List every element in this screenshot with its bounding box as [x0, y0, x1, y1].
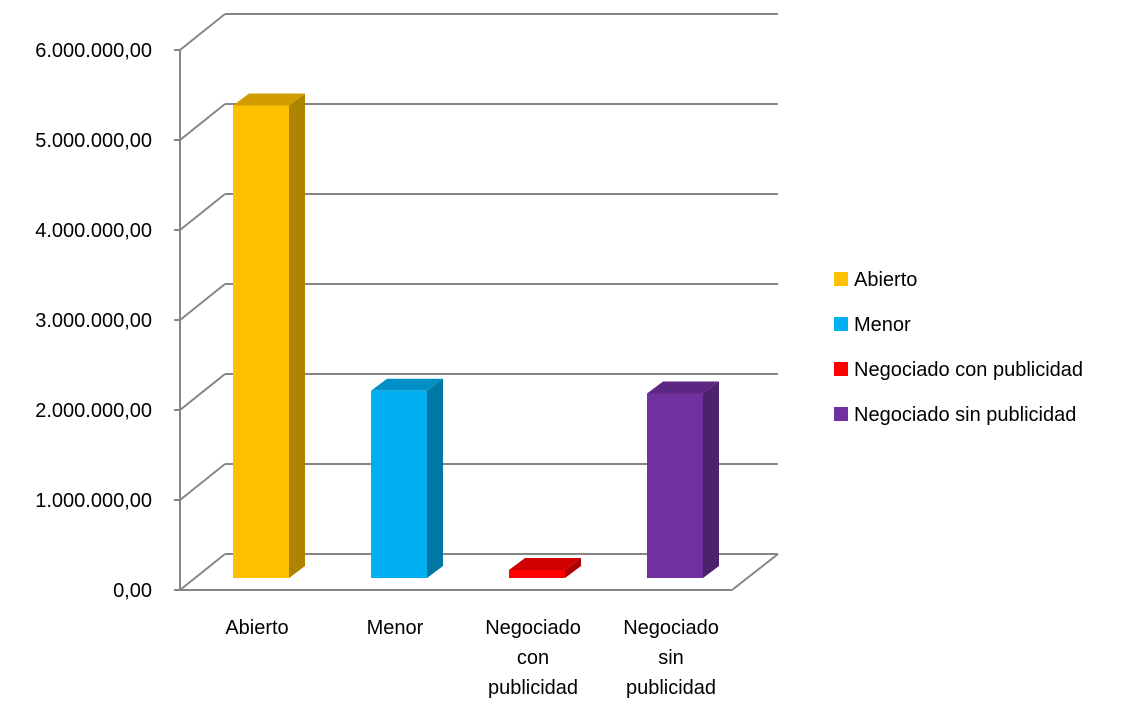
bar [371, 390, 427, 578]
bar-side-face [289, 93, 305, 578]
floor-right-edge [731, 553, 779, 591]
bar-top-face [371, 378, 443, 391]
bar [647, 393, 703, 578]
y-tick-label: 6.000.000,00 [35, 40, 152, 62]
y-tick-label: 2.000.000,00 [35, 400, 152, 422]
x-category-label: Negociado con publicidad [485, 617, 581, 699]
gridline-diagonal [179, 193, 226, 231]
gridline-diagonal [179, 463, 226, 501]
chart-legend: Abierto Menor Negociado con publicidad Nego… [834, 269, 1083, 426]
y-tick-label: 1.000.000,00 [35, 490, 152, 512]
legend-label: Negociado sin publicidad [854, 404, 1076, 426]
x-category-label-line: sin [658, 647, 684, 669]
gridline-diagonal [179, 553, 226, 591]
x-category-label-line: publicidad [626, 677, 716, 699]
x-category-label-line: Negociado [485, 617, 581, 639]
y-tick-label: 0,00 [113, 580, 152, 602]
legend-swatch [834, 272, 848, 286]
chart-bars [233, 93, 719, 578]
x-category-label-line: con [517, 647, 549, 669]
x-category-label-line: Menor [367, 617, 424, 639]
bar-side-face [427, 378, 443, 578]
x-axis-category-labels: Abierto Menor Negociado con publicidadNegoci… [225, 617, 719, 699]
legend-swatch [834, 362, 848, 376]
gridline-diagonal [179, 13, 226, 51]
legend-label: Menor [854, 314, 911, 336]
y-tick-label: 4.000.000,00 [35, 220, 152, 242]
bar-side-face [565, 558, 581, 578]
x-category-label-line: Abierto [225, 617, 288, 639]
bar-top-face [647, 381, 719, 394]
gridline-diagonal [179, 373, 226, 411]
bar-side-face [703, 381, 719, 578]
x-category-label: Menor [367, 617, 424, 639]
bar [509, 570, 565, 578]
y-tick-label: 3.000.000,00 [35, 310, 152, 332]
x-category-label-line: publicidad [488, 677, 578, 699]
gridline-diagonal [179, 103, 226, 141]
y-tick-label: 5.000.000,00 [35, 130, 152, 152]
y-axis-tick-labels: 0,00 1.000.000,00 2.000.000,00 3.000.000,00… [35, 40, 152, 602]
x-category-label: Abierto [225, 617, 288, 639]
bar-top-face [509, 558, 581, 570]
bar [233, 105, 289, 578]
x-category-label-line: Negociado [623, 617, 719, 639]
legend-swatch [834, 317, 848, 331]
legend-label: Abierto [854, 269, 917, 291]
gridline-diagonal [179, 283, 226, 321]
legend-swatch [834, 407, 848, 421]
legend-label: Negociado con publicidad [854, 359, 1083, 381]
x-category-label: Negociado sin publicidad [623, 617, 719, 699]
chart-grid [174, 13, 779, 591]
bar-top-face [233, 93, 305, 106]
